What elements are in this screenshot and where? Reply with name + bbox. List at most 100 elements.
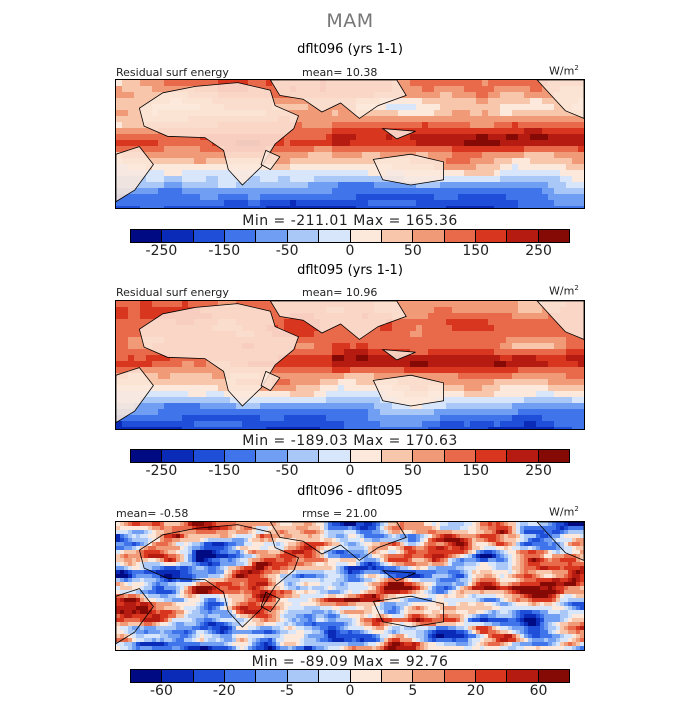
colorbar-swatch [413, 230, 445, 242]
colorbar-swatch [538, 230, 570, 242]
colorbar-swatch [131, 230, 163, 242]
colorbar-swatch [319, 450, 351, 462]
colorbar-tick-label: 60 [529, 683, 548, 699]
colorbar-tick-label: 150 [462, 463, 490, 479]
panel-2-colorbar [130, 449, 570, 463]
colorbar-swatch [475, 450, 508, 462]
continent-outline [536, 80, 584, 119]
colorbar-tick-label: -50 [275, 463, 299, 479]
continent-outline [116, 588, 154, 645]
colorbar-tick-label: 0 [345, 243, 355, 259]
colorbar-swatch [538, 670, 570, 682]
colorbar-tick-label: 50 [403, 243, 422, 259]
colorbar-swatch [413, 450, 445, 462]
colorbar-tick-label: 20 [466, 683, 485, 699]
colorbar-tick-label: -250 [145, 463, 178, 479]
colorbar-tick-label: -150 [208, 463, 241, 479]
continent-outline [381, 349, 416, 361]
panel-2-units: W/m2 [549, 284, 579, 298]
panel-1-colorbar [130, 229, 570, 243]
colorbar-tick-label: 0 [345, 683, 355, 699]
colorbar-tick-label: -50 [275, 243, 299, 259]
continent-outline [381, 570, 416, 582]
colorbar-swatch [350, 230, 382, 242]
continent-outline [372, 153, 445, 186]
colorbar-swatch [507, 450, 539, 462]
colorbar-swatch [413, 670, 445, 682]
panel-3-mean-label: mean= -0.58 [116, 507, 189, 520]
colorbar-swatch [381, 670, 414, 682]
colorbar-swatch [256, 450, 288, 462]
colorbar-swatch [319, 670, 351, 682]
panel-1-mean-label: mean= 10.38 [302, 66, 378, 79]
panel-2-mean-label: mean= 10.96 [302, 286, 378, 299]
panel-1-units: W/m2 [549, 64, 579, 78]
panel-3-colorbar [130, 669, 570, 683]
panel-2-field-label: Residual surf energy [116, 286, 229, 299]
continent-outline [260, 370, 281, 392]
continent-outline [260, 149, 281, 171]
panel-3-map [115, 521, 585, 651]
panel-1-title: dflt096 (yrs 1-1) [297, 42, 403, 57]
colorbar-swatch [131, 670, 163, 682]
continent-outline [269, 522, 407, 561]
panel-3-units: W/m2 [549, 505, 579, 519]
colorbar-swatch [225, 450, 257, 462]
colorbar-swatch [381, 230, 414, 242]
continent-outline [260, 591, 281, 613]
colorbar-swatch [444, 450, 476, 462]
continent-outline [138, 303, 300, 407]
continent-outline [116, 367, 154, 424]
panel-2-colorbar-ticks: -250 -150 -50 0 50 150 250 [130, 463, 570, 481]
colorbar-tick-label: 250 [525, 463, 552, 479]
continent-outline [138, 82, 300, 186]
continent-outline [372, 374, 445, 407]
colorbar-swatch [350, 450, 382, 462]
colorbar-swatch [162, 670, 194, 682]
colorbar-swatch [193, 230, 226, 242]
panel-3-title: dflt096 - dflt095 [297, 484, 403, 499]
colorbar-swatch [287, 450, 320, 462]
colorbar-tick-label: 5 [408, 683, 418, 699]
colorbar-tick-label: -20 [212, 683, 236, 699]
panel-3-minmax: Min = -89.09 Max = 92.76 [251, 654, 449, 670]
colorbar-swatch [475, 670, 508, 682]
panel-1-map [115, 79, 585, 209]
continent-outline [269, 301, 407, 340]
colorbar-tick-label: -250 [145, 243, 178, 259]
colorbar-swatch [444, 670, 476, 682]
colorbar-swatch [225, 230, 257, 242]
colorbar-swatch [319, 230, 351, 242]
continent-outline [138, 524, 300, 628]
colorbar-swatch [507, 670, 539, 682]
continent-outline [381, 128, 416, 140]
colorbar-swatch [256, 230, 288, 242]
colorbar-swatch [444, 230, 476, 242]
colorbar-tick-label: -5 [280, 683, 295, 699]
panel-2-title: dflt095 (yrs 1-1) [297, 263, 403, 278]
continent-outline [536, 522, 584, 561]
colorbar-tick-label: 0 [345, 463, 355, 479]
panel-1-minmax: Min = -211.01 Max = 165.36 [242, 213, 458, 229]
panel-2-minmax: Min = -189.03 Max = 170.63 [242, 433, 458, 449]
colorbar-swatch [381, 450, 414, 462]
colorbar-swatch [193, 670, 226, 682]
panel-1-colorbar-ticks: -250 -150 -50 0 50 150 250 [130, 243, 570, 261]
colorbar-swatch [162, 450, 194, 462]
colorbar-swatch [256, 670, 288, 682]
colorbar-swatch [193, 450, 226, 462]
colorbar-swatch [131, 450, 163, 462]
panel-3-colorbar-ticks: -60 -20 -5 0 5 20 60 [130, 683, 570, 701]
panel-1-field-label: Residual surf energy [116, 66, 229, 79]
panel-2-map [115, 300, 585, 430]
colorbar-swatch [162, 230, 194, 242]
colorbar-swatch [538, 450, 570, 462]
colorbar-swatch [350, 670, 382, 682]
panel-3-rmse-label: rmse = 21.00 [302, 507, 378, 520]
colorbar-swatch [287, 230, 320, 242]
continent-outline [116, 146, 154, 203]
colorbar-swatch [475, 230, 508, 242]
colorbar-tick-label: 250 [525, 243, 552, 259]
colorbar-swatch [507, 230, 539, 242]
colorbar-tick-label: 150 [462, 243, 490, 259]
